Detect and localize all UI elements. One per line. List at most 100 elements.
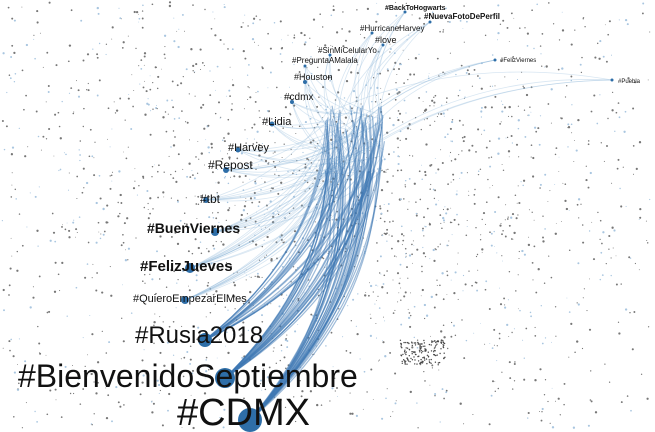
minor-node (167, 409, 169, 412)
minor-node (508, 336, 510, 338)
hub-node (303, 64, 307, 68)
minor-node (477, 269, 479, 271)
minor-node (184, 30, 185, 32)
minor-node (567, 123, 570, 126)
minor-node (223, 177, 226, 179)
minor-node (511, 142, 514, 144)
minor-node (550, 88, 553, 91)
minor-node (420, 295, 422, 297)
minor-node (233, 272, 235, 274)
minor-node (232, 329, 234, 332)
minor-node (493, 230, 495, 233)
minor-node (430, 335, 432, 337)
minor-node (348, 30, 351, 33)
minor-node (37, 245, 39, 247)
minor-node (245, 279, 247, 281)
minor-node (79, 154, 81, 156)
minor-node (379, 98, 382, 101)
edge (338, 79, 613, 168)
minor-node (498, 337, 501, 340)
minor-node (240, 218, 243, 221)
minor-node (208, 151, 210, 154)
minor-node (238, 175, 241, 178)
minor-node (431, 364, 434, 367)
minor-node (14, 188, 17, 191)
minor-node (411, 262, 413, 264)
minor-node (216, 357, 218, 359)
minor-node (97, 221, 100, 224)
minor-node (177, 45, 180, 49)
minor-node (139, 83, 141, 85)
hub-node (203, 197, 209, 203)
minor-node (212, 11, 214, 13)
minor-node (640, 373, 643, 375)
minor-node (588, 328, 592, 331)
minor-node (394, 1, 397, 4)
minor-node (283, 241, 286, 243)
minor-node (231, 79, 233, 81)
minor-node (132, 105, 134, 108)
minor-node (379, 72, 382, 75)
minor-node (526, 45, 529, 47)
minor-node (212, 294, 215, 296)
minor-node (407, 359, 409, 361)
minor-node (143, 206, 146, 209)
minor-node (375, 323, 377, 324)
minor-node (308, 167, 311, 170)
minor-node (392, 279, 394, 281)
minor-node (195, 203, 198, 205)
minor-node (119, 17, 122, 20)
minor-node (554, 153, 557, 156)
minor-node (307, 84, 310, 87)
minor-node (246, 74, 249, 76)
minor-node (533, 47, 535, 50)
minor-node (446, 274, 449, 277)
minor-node (257, 90, 259, 93)
minor-node (602, 55, 605, 58)
edge (237, 130, 340, 152)
minor-node (202, 229, 204, 231)
minor-node (76, 197, 78, 200)
minor-node (497, 196, 500, 199)
minor-node (199, 241, 202, 243)
minor-node (103, 230, 106, 233)
minor-node (430, 344, 432, 346)
minor-node (355, 414, 358, 417)
minor-node (52, 231, 56, 234)
minor-node (263, 213, 265, 216)
minor-node (132, 187, 136, 190)
edge (336, 21, 431, 126)
minor-node (293, 36, 296, 39)
minor-node (596, 122, 599, 125)
minor-node (177, 200, 179, 203)
minor-node (564, 199, 567, 203)
minor-node (460, 64, 463, 67)
minor-node (485, 201, 488, 204)
minor-node (175, 307, 177, 309)
minor-node (326, 58, 329, 60)
minor-node (170, 197, 172, 199)
minor-node (592, 258, 596, 261)
minor-node (10, 338, 13, 341)
minor-node (120, 18, 122, 20)
minor-node (249, 241, 251, 243)
minor-node (214, 89, 216, 91)
minor-node (36, 229, 39, 232)
minor-node (425, 314, 429, 317)
minor-node (391, 247, 393, 250)
minor-node (477, 170, 480, 172)
minor-node (590, 110, 593, 113)
minor-node (135, 237, 137, 239)
minor-node (390, 415, 392, 417)
minor-node (615, 283, 618, 286)
hashtag-label: #BuenViernes (147, 220, 240, 236)
edge (325, 71, 613, 114)
minor-node (431, 99, 434, 102)
minor-node (138, 65, 140, 67)
minor-node (497, 152, 500, 155)
minor-node (309, 141, 312, 144)
minor-node (433, 197, 436, 200)
minor-node (312, 183, 314, 185)
minor-node (97, 12, 100, 15)
minor-node (377, 295, 379, 297)
